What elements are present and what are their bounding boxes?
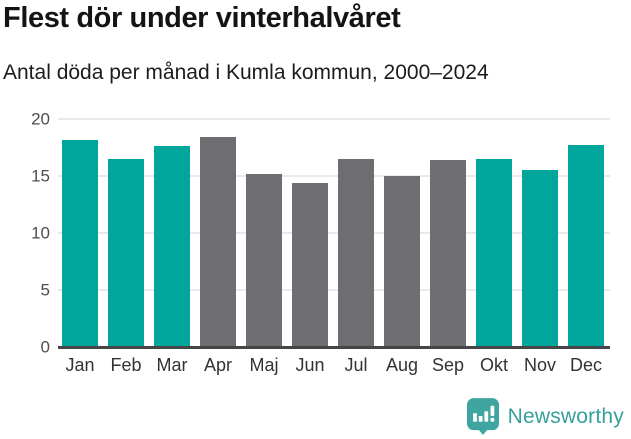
bar-okt [476, 158, 512, 347]
bar-sep [430, 160, 466, 347]
x-tick-label-sep: Sep [431, 355, 465, 375]
chart-subtitle: Antal döda per månad i Kumla kommun, 200… [3, 61, 489, 84]
x-tick-label-jul: Jul [344, 355, 368, 375]
y-tick-label-10: 10 [31, 223, 50, 243]
bar-aug [384, 176, 420, 347]
bar-jan [62, 139, 98, 347]
bar-jun [292, 182, 328, 347]
gridline-10 [58, 232, 610, 234]
gridline-20 [58, 118, 610, 120]
x-tick-label-maj: Maj [249, 355, 279, 375]
gridline-5 [58, 289, 610, 291]
x-tick-label-jun: Jun [295, 355, 325, 375]
x-tick-label-okt: Okt [479, 355, 509, 375]
x-tick-label-jan: Jan [65, 355, 95, 375]
y-tick-label-20: 20 [31, 109, 50, 129]
bar-feb [108, 158, 144, 347]
x-tick-label-nov: Nov [523, 355, 557, 375]
bar-mar [154, 146, 190, 347]
x-axis-line [58, 346, 610, 349]
bar-jul [338, 158, 374, 347]
gridline-15 [58, 175, 610, 177]
x-tick-label-mar: Mar [156, 355, 188, 375]
plot-area [58, 118, 610, 349]
x-tick-label-dec: Dec [569, 355, 603, 375]
y-tick-label-15: 15 [31, 166, 50, 186]
x-axis-labels: Jan Feb Mar Apr Maj Jun Jul Aug Sep Okt Nov Dec [58, 347, 610, 387]
bar-nov [522, 170, 558, 347]
y-tick-label-0: 0 [40, 337, 50, 357]
chart-title: Flest dör under vinterhalvåret [3, 2, 401, 34]
x-tick-label-feb: Feb [110, 355, 142, 375]
y-tick-label-5: 5 [40, 280, 50, 300]
x-tick-label-apr: Apr [203, 355, 233, 375]
bar-dec [568, 145, 604, 347]
x-tick-label-aug: Aug [385, 355, 419, 375]
bar-maj [246, 173, 282, 347]
y-axis-labels: 0 5 10 15 20 [0, 111, 50, 356]
brand-footer: Newsworthy [466, 398, 624, 435]
bars [58, 119, 610, 347]
brand-name: Newsworthy [507, 404, 624, 428]
newsworthy-logo-icon [466, 398, 499, 435]
bar-apr [200, 137, 236, 347]
